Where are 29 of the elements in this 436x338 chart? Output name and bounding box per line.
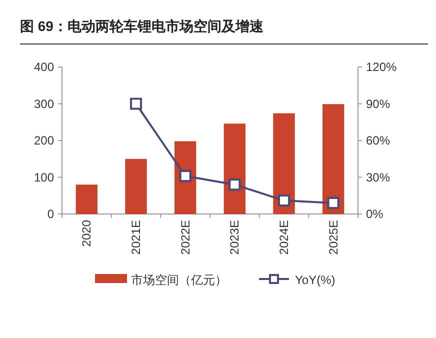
bar: [322, 104, 344, 214]
point: [278, 194, 290, 207]
y2-tick-label: 0%: [366, 207, 384, 221]
point: [327, 196, 340, 209]
y-tick-label: 300: [34, 96, 54, 111]
point: [228, 178, 241, 191]
y2-tick-label: 60%: [366, 134, 390, 148]
y2-tick-label: 30%: [366, 170, 390, 184]
x-tick-label: 2021E: [129, 220, 143, 255]
legend-label: 市场空间（亿元）: [131, 273, 227, 287]
legend-label: YoY(%): [295, 273, 336, 287]
x-tick-label: 2024E: [277, 220, 291, 255]
y2-tick-label: 120%: [366, 60, 398, 74]
x-tick-label: 2020: [80, 220, 94, 247]
bar: [273, 113, 295, 214]
y-tick-label: 0: [47, 207, 54, 221]
y-tick-label: 200: [34, 134, 54, 148]
y-tick-label: 400: [34, 60, 54, 74]
chart-title: 图 69：电动两轮车锂电市场空间及增速: [20, 18, 264, 34]
x-tick-label: 2023E: [228, 220, 242, 255]
x-tick-label: 2022E: [178, 220, 192, 255]
point: [130, 98, 142, 110]
x-tick-label: 2025E: [326, 220, 340, 255]
y2-tick-label: 90%: [366, 96, 390, 111]
bar: [224, 124, 246, 214]
y-tick-label: 100: [34, 170, 54, 184]
bar: [125, 158, 147, 214]
point: [179, 170, 192, 182]
bar: [76, 184, 98, 214]
